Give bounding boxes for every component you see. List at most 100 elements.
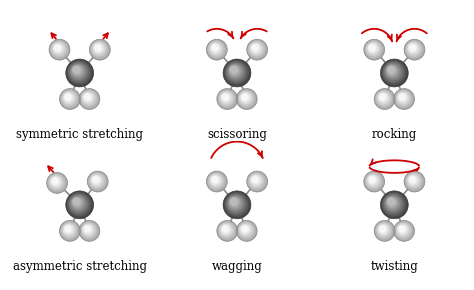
Circle shape <box>382 60 406 85</box>
Circle shape <box>388 66 396 75</box>
Circle shape <box>382 61 405 84</box>
Circle shape <box>211 44 219 52</box>
Circle shape <box>406 173 421 188</box>
Circle shape <box>397 92 409 104</box>
Circle shape <box>71 64 85 79</box>
Circle shape <box>72 65 81 74</box>
Circle shape <box>220 224 232 235</box>
Circle shape <box>405 172 423 191</box>
Circle shape <box>219 223 233 237</box>
Circle shape <box>70 63 86 80</box>
Circle shape <box>409 176 415 182</box>
Circle shape <box>90 174 103 187</box>
Circle shape <box>397 92 409 103</box>
Circle shape <box>381 59 408 87</box>
Circle shape <box>367 175 379 186</box>
Text: asymmetric stretching: asymmetric stretching <box>13 260 146 273</box>
Circle shape <box>240 93 250 103</box>
Circle shape <box>222 94 229 101</box>
Circle shape <box>51 177 58 184</box>
Circle shape <box>62 91 76 106</box>
Circle shape <box>220 92 232 104</box>
Circle shape <box>376 222 392 238</box>
Circle shape <box>237 221 256 240</box>
Circle shape <box>369 176 376 184</box>
Circle shape <box>377 91 391 105</box>
Circle shape <box>218 90 236 107</box>
Circle shape <box>239 223 253 237</box>
Circle shape <box>248 173 264 189</box>
Circle shape <box>67 60 91 85</box>
Circle shape <box>387 197 397 208</box>
Circle shape <box>218 90 236 108</box>
Circle shape <box>250 43 262 54</box>
Circle shape <box>69 194 89 214</box>
Circle shape <box>369 45 375 51</box>
Circle shape <box>53 43 63 53</box>
Circle shape <box>405 41 423 58</box>
Circle shape <box>387 65 395 74</box>
Circle shape <box>378 224 388 234</box>
Circle shape <box>226 194 246 214</box>
Circle shape <box>69 195 87 213</box>
Circle shape <box>394 90 413 108</box>
Circle shape <box>209 174 223 187</box>
Circle shape <box>70 195 86 212</box>
Circle shape <box>378 224 389 235</box>
Circle shape <box>366 41 381 56</box>
Circle shape <box>219 222 235 238</box>
Circle shape <box>376 90 392 106</box>
Circle shape <box>222 226 228 232</box>
Circle shape <box>399 225 406 233</box>
Circle shape <box>379 225 387 234</box>
Circle shape <box>71 196 84 210</box>
Circle shape <box>69 63 87 81</box>
Circle shape <box>226 62 246 82</box>
Circle shape <box>398 93 407 102</box>
Circle shape <box>93 43 104 54</box>
Circle shape <box>387 197 395 206</box>
Circle shape <box>84 225 91 233</box>
Circle shape <box>394 221 413 240</box>
Circle shape <box>60 89 81 109</box>
Circle shape <box>380 226 386 232</box>
Circle shape <box>217 220 237 241</box>
Circle shape <box>206 39 227 60</box>
Circle shape <box>366 173 381 188</box>
Circle shape <box>386 196 399 210</box>
Circle shape <box>92 176 100 184</box>
Circle shape <box>247 172 266 191</box>
Circle shape <box>212 177 218 183</box>
Circle shape <box>374 89 395 109</box>
Circle shape <box>80 89 99 109</box>
Circle shape <box>92 176 100 184</box>
Circle shape <box>409 44 415 50</box>
Circle shape <box>210 43 221 54</box>
Circle shape <box>377 224 390 236</box>
Circle shape <box>84 94 91 101</box>
Circle shape <box>61 222 77 238</box>
Circle shape <box>209 42 223 55</box>
Circle shape <box>379 225 385 231</box>
Circle shape <box>223 59 251 87</box>
Circle shape <box>398 93 408 103</box>
Text: wagging: wagging <box>211 260 263 273</box>
Circle shape <box>82 92 94 104</box>
Circle shape <box>210 43 220 53</box>
Circle shape <box>381 191 408 219</box>
Circle shape <box>64 225 73 234</box>
Circle shape <box>375 221 393 240</box>
Circle shape <box>210 174 222 187</box>
Circle shape <box>383 193 404 215</box>
Circle shape <box>54 44 62 52</box>
Circle shape <box>410 177 416 183</box>
Circle shape <box>399 94 406 101</box>
Circle shape <box>71 64 84 78</box>
Circle shape <box>211 176 218 182</box>
Circle shape <box>49 175 64 190</box>
Circle shape <box>91 41 107 57</box>
Circle shape <box>64 93 73 103</box>
Circle shape <box>383 194 403 214</box>
Circle shape <box>409 44 417 52</box>
Circle shape <box>211 44 218 50</box>
